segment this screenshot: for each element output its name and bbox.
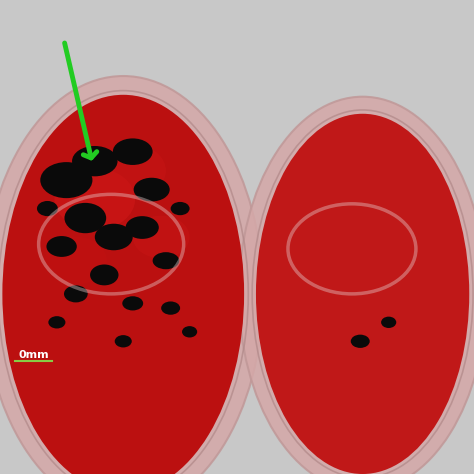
Ellipse shape [45, 237, 107, 284]
Ellipse shape [115, 335, 132, 347]
Text: 0mm: 0mm [18, 350, 49, 360]
Ellipse shape [171, 202, 190, 215]
Ellipse shape [381, 317, 396, 328]
Ellipse shape [64, 203, 106, 233]
Ellipse shape [153, 252, 179, 269]
Ellipse shape [48, 316, 65, 328]
Ellipse shape [351, 335, 370, 348]
Ellipse shape [256, 114, 469, 474]
Ellipse shape [64, 285, 88, 302]
Ellipse shape [40, 162, 92, 198]
Ellipse shape [55, 168, 135, 230]
Ellipse shape [100, 145, 166, 197]
Ellipse shape [239, 97, 474, 474]
Ellipse shape [161, 301, 180, 315]
Ellipse shape [134, 178, 170, 201]
Ellipse shape [37, 201, 58, 216]
Ellipse shape [113, 138, 153, 165]
Ellipse shape [126, 216, 159, 239]
Ellipse shape [133, 216, 190, 258]
Ellipse shape [0, 76, 263, 474]
Ellipse shape [95, 224, 133, 250]
Ellipse shape [72, 146, 118, 176]
Ellipse shape [182, 326, 197, 337]
Ellipse shape [2, 95, 244, 474]
Ellipse shape [46, 236, 77, 257]
Ellipse shape [122, 296, 143, 310]
Ellipse shape [90, 264, 118, 285]
